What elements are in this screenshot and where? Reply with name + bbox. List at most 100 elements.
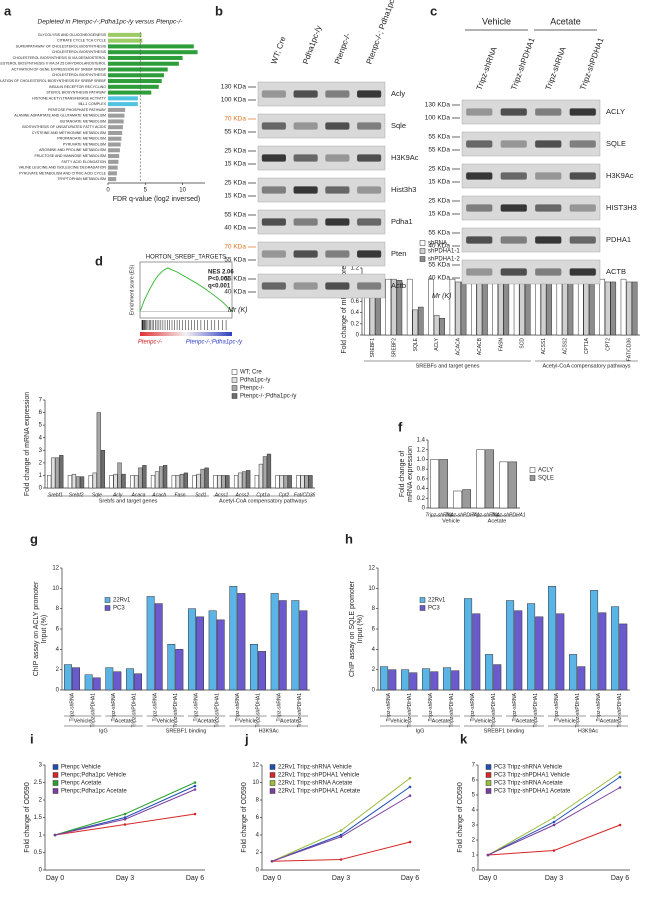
bar — [513, 278, 520, 336]
phenotype-bar — [140, 332, 232, 336]
bar — [471, 278, 477, 336]
legend-label: shPDHA1-1 — [428, 249, 460, 255]
band — [325, 122, 350, 130]
panel-label: j — [244, 731, 249, 746]
bar — [208, 610, 217, 691]
legend-label: PC3 Tripz-shRNA Acetate — [494, 781, 563, 787]
band — [293, 218, 318, 226]
category-label: Cpt2 — [279, 492, 290, 498]
category-label: CITRATE CYCLE TCA CYCLE — [57, 39, 107, 43]
marker-label: 40 KDa — [224, 289, 246, 296]
category-label: GLYCOLYSIS AND GLUCONEOGENESIS — [38, 33, 107, 37]
panel-label: i — [30, 731, 34, 746]
y-tick-label: 0 — [356, 333, 360, 339]
category-label: Srebf2 — [69, 492, 84, 498]
marker-label: 55 KDa — [428, 134, 450, 141]
bar — [238, 472, 243, 489]
point — [339, 858, 343, 861]
bar — [476, 449, 486, 509]
legend-label: 22Rv1 Tripz-shPDHA1 Vehicle — [278, 773, 360, 779]
protein-label: Sqle — [391, 121, 406, 130]
category-label: CHOLESTEROL BIOSYNTHESIS — [52, 73, 107, 77]
y-axis-label: Fold change of mRNA expression — [24, 392, 31, 496]
bar — [216, 619, 225, 691]
category-label: ACACB — [477, 337, 483, 355]
bar — [229, 586, 238, 691]
point — [618, 775, 622, 779]
bar — [548, 586, 557, 691]
legend-swatch — [231, 369, 238, 375]
category-label: ACLY — [434, 337, 440, 350]
bar — [556, 613, 565, 691]
category-label: SCD — [520, 338, 526, 349]
category-label: ARGININE AND PROLINE METABOLISM — [39, 148, 106, 152]
bar — [508, 461, 518, 509]
category-label: Scd1 — [195, 492, 207, 498]
bar — [96, 412, 101, 489]
band — [261, 282, 286, 290]
bar — [92, 677, 101, 691]
category-label: Tripz-shPDHA1 — [575, 693, 581, 728]
group-label: Vehicle — [74, 718, 92, 724]
group-label: Acetate — [488, 518, 507, 524]
bar — [47, 475, 52, 489]
y-tick-label: 0.6 — [417, 476, 426, 482]
category-label: Tripz-shRNA — [70, 692, 76, 721]
x-tick-label: Day 3 — [545, 875, 563, 882]
panel-label: d — [95, 253, 103, 268]
y-tick-label: 8 — [256, 798, 260, 804]
category-label: FASN — [498, 338, 504, 351]
category-label: Tripz-shRNA — [471, 512, 500, 518]
bar — [225, 475, 230, 489]
y-tick-label: 6 — [472, 778, 476, 784]
category-label: ALANINE ASPARTATE AND GLUTAMATE METABOLI… — [14, 114, 106, 118]
category-label: PYRUVATE METABOLISM — [63, 142, 106, 146]
marker-label: 25 KDa — [224, 180, 246, 187]
point — [552, 849, 556, 852]
band — [325, 154, 350, 162]
marker-label: 130 KDa — [425, 102, 451, 109]
bar — [158, 466, 164, 489]
bar — [556, 278, 563, 336]
band — [325, 250, 350, 258]
blot-strip — [461, 195, 601, 221]
band — [500, 236, 527, 244]
y-tick-label: 12 — [368, 566, 375, 572]
category-label: PYRUVATE METABOLISM AND CITRIC ACID CYCL… — [19, 171, 106, 175]
band — [325, 90, 350, 98]
y-tick-label: 0.6 — [351, 299, 360, 305]
category-label: Tripz-shPDHA1 — [491, 512, 526, 518]
y-tick-label: 4 — [472, 808, 476, 814]
bar — [439, 318, 445, 336]
category-label: VALINE LEUCINE AND ISOLEUCINE DEGRADATIO… — [19, 166, 107, 170]
bar — [278, 600, 287, 691]
legend-swatch — [52, 788, 59, 794]
category-label: Acss2 — [234, 492, 249, 498]
category-label: SREBF2 — [391, 338, 397, 358]
band — [569, 108, 596, 116]
bar — [108, 55, 183, 60]
band — [535, 140, 562, 148]
protein-label: H3K9Ac — [606, 171, 634, 180]
bar — [108, 165, 118, 170]
bar — [270, 593, 279, 691]
x-tick-label: Day 3 — [116, 875, 134, 882]
bar — [108, 107, 126, 112]
bar — [163, 465, 168, 489]
marker-label: 55 KDa — [428, 230, 450, 237]
group-label: Vehicle — [156, 718, 174, 724]
group-label: SREBFs and target genes — [416, 363, 480, 369]
x-tick-label: Day 3 — [332, 875, 350, 882]
bar — [567, 282, 574, 336]
category-label: CHOLESTEROL BIOSYNTHESIS II VIA 24 25 DI… — [0, 62, 106, 66]
bar — [154, 471, 160, 489]
category-label: Tripz-shPDHA1 — [132, 693, 138, 728]
mr-label: Mr (K) — [228, 307, 247, 314]
bar — [108, 171, 117, 176]
annotation: q<0.001 — [208, 284, 231, 290]
point — [618, 823, 622, 827]
legend-label: PC3 Tripz-shPDHA1 Acetate — [494, 789, 571, 795]
bar — [527, 603, 536, 691]
legend-label: PC3 Tripz-shRNA Vehicle — [494, 765, 563, 771]
bar — [126, 668, 134, 691]
